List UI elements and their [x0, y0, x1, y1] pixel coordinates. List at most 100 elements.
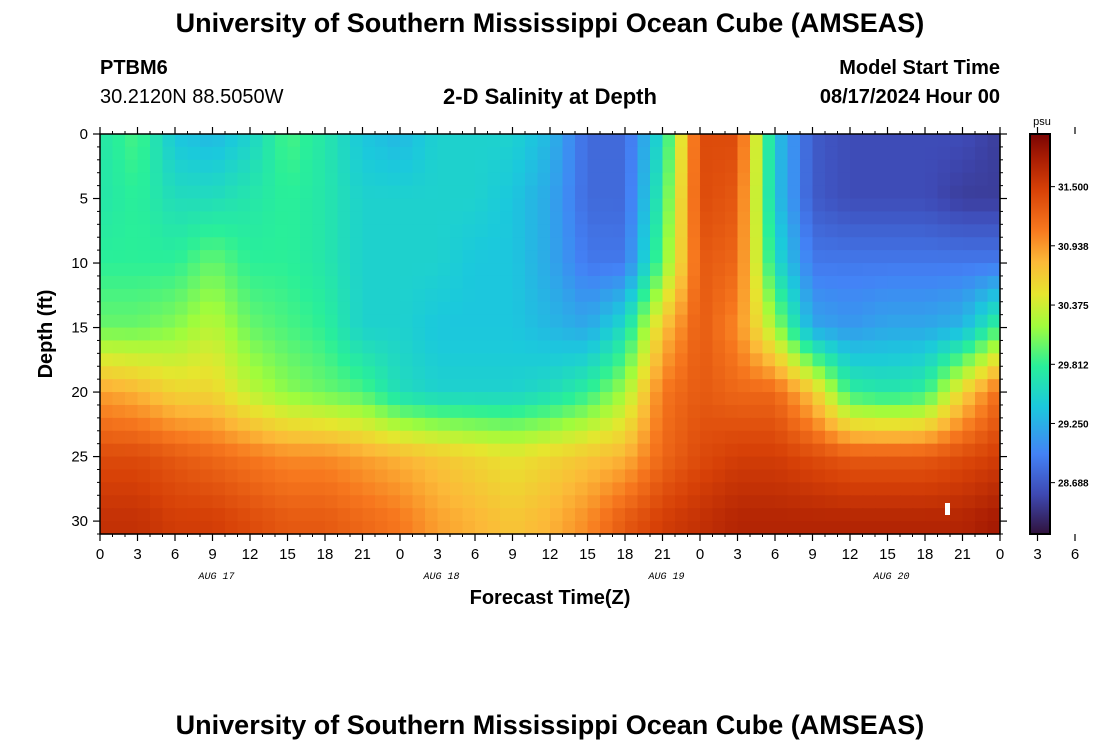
heatmap-cell — [650, 508, 664, 522]
heatmap-cell — [375, 327, 389, 342]
heatmap-cell — [150, 301, 164, 316]
heatmap-cell — [862, 185, 876, 200]
heatmap-cell — [100, 521, 114, 535]
heatmap-cell — [500, 159, 514, 174]
heatmap-cell — [862, 379, 876, 393]
heatmap-cell — [262, 198, 276, 213]
heatmap-cell — [675, 224, 689, 238]
heatmap-cell — [350, 237, 364, 251]
heatmap-cell — [712, 469, 726, 483]
heatmap-cell — [587, 521, 601, 535]
heatmap-cell — [587, 404, 601, 419]
heatmap-cell — [137, 469, 151, 483]
heatmap-cell — [212, 456, 226, 471]
heatmap-cell — [550, 469, 564, 483]
x-tick-label: 18 — [617, 546, 634, 563]
heatmap-cell — [800, 211, 814, 225]
heatmap-cell — [850, 340, 864, 354]
heatmap-cell — [362, 211, 376, 225]
heatmap-cell — [800, 146, 814, 161]
heatmap-cell — [800, 198, 814, 213]
heatmap-cell — [312, 392, 326, 406]
x-tick-label: 6 — [771, 546, 779, 563]
heatmap-cell — [625, 469, 639, 483]
heatmap-cell — [462, 275, 476, 290]
heatmap-cell — [487, 495, 501, 509]
heatmap-cell — [400, 275, 414, 290]
heatmap-cell — [837, 301, 851, 316]
x-tick-label: 3 — [733, 546, 741, 563]
heatmap-cell — [687, 366, 701, 380]
heatmap-cell — [262, 443, 276, 458]
heatmap-cell — [712, 366, 726, 380]
heatmap-cell — [812, 301, 826, 316]
heatmap-cell — [162, 211, 176, 225]
heatmap-cell — [312, 404, 326, 419]
heatmap-cell — [925, 327, 939, 342]
heatmap-cell — [587, 508, 601, 522]
heatmap-cell — [550, 456, 564, 471]
heatmap-cell — [450, 353, 464, 367]
heatmap-cell — [512, 340, 526, 354]
heatmap-cell — [212, 224, 226, 238]
heatmap-cell — [675, 288, 689, 303]
heatmap-cell — [187, 482, 201, 496]
heatmap-cell — [837, 521, 851, 535]
heatmap-cell — [150, 495, 164, 509]
heatmap-cell — [212, 366, 226, 380]
heatmap-cell — [162, 508, 176, 522]
heatmap-cell — [475, 417, 489, 432]
heatmap-cell — [350, 263, 364, 277]
heatmap-cell — [800, 353, 814, 367]
heatmap-cell — [450, 211, 464, 225]
heatmap-cell — [425, 288, 439, 303]
heatmap-cell — [662, 379, 676, 393]
heatmap-cell — [300, 172, 314, 187]
heatmap-cell — [787, 159, 801, 174]
heatmap-cell — [100, 379, 114, 393]
heatmap-cell — [787, 417, 801, 432]
heatmap-cell — [725, 275, 739, 290]
heatmap-cell — [262, 482, 276, 496]
heatmap-cell — [175, 353, 189, 367]
heatmap-cell — [625, 366, 639, 380]
heatmap-cell — [112, 327, 126, 342]
heatmap-cell — [225, 250, 239, 264]
heatmap-cell — [950, 134, 964, 148]
heatmap-cell — [600, 443, 614, 458]
heatmap-cells — [100, 134, 1001, 535]
heatmap-cell — [325, 521, 339, 535]
heatmap-cell — [587, 379, 601, 393]
heatmap-cell — [687, 327, 701, 342]
heatmap-cell — [887, 340, 901, 354]
heatmap-cell — [100, 237, 114, 251]
heatmap-cell — [162, 482, 176, 496]
heatmap-cell — [775, 469, 789, 483]
heatmap-cell — [125, 237, 139, 251]
heatmap-cell — [575, 198, 589, 213]
heatmap-cell — [325, 366, 339, 380]
heatmap-cell — [662, 134, 676, 148]
heatmap-cell — [325, 224, 339, 238]
heatmap-cell — [525, 224, 539, 238]
heatmap-cell — [825, 340, 839, 354]
heatmap-cell — [462, 456, 476, 471]
heatmap-cell — [987, 301, 1001, 316]
heatmap-cell — [525, 211, 539, 225]
heatmap-cell — [637, 185, 651, 200]
heatmap-cell — [775, 508, 789, 522]
heatmap-cell — [187, 327, 201, 342]
heatmap-cell — [850, 443, 864, 458]
heatmap-cell — [975, 379, 989, 393]
heatmap-cell — [887, 134, 901, 148]
heatmap-cell — [375, 417, 389, 432]
heatmap-cell — [550, 301, 564, 316]
heatmap-cell — [987, 224, 1001, 238]
heatmap-cell — [962, 443, 976, 458]
heatmap-cell — [937, 443, 951, 458]
heatmap-cell — [200, 185, 214, 200]
heatmap-cell — [850, 482, 864, 496]
heatmap-cell — [112, 353, 126, 367]
heatmap-cell — [987, 430, 1001, 445]
heatmap-cell — [725, 263, 739, 277]
